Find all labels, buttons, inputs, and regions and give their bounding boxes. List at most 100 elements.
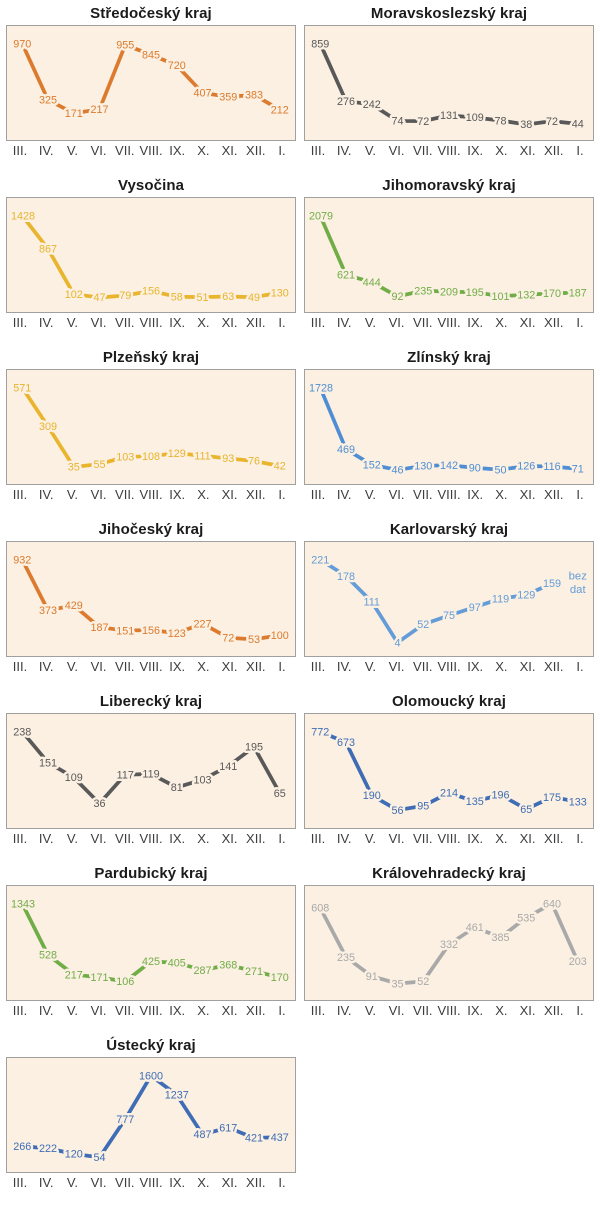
data-label: 74 <box>391 116 403 128</box>
chart-kralovehradecky-kraj: Královehradecký kraj 608 235 91 35 52 332 461 38… <box>304 863 594 1020</box>
data-label: 175 <box>543 792 561 804</box>
x-axis-label: I. <box>278 315 286 330</box>
x-axis-label: XI. <box>519 831 536 846</box>
x-axis-label: III. <box>310 831 326 846</box>
data-label: 131 <box>440 110 458 122</box>
x-axis-label: VIII. <box>437 831 461 846</box>
data-label: 1428 <box>11 210 35 222</box>
data-label: 222 <box>39 1143 57 1155</box>
data-label: 1600 <box>139 1070 163 1082</box>
data-label: 309 <box>39 421 57 433</box>
data-label: 212 <box>271 104 289 116</box>
chart-jihomoravsky-kraj: Jihomoravský kraj 2079 621 444 92 235 209 195 10… <box>304 175 594 332</box>
x-axis: III. IV. V. VI. VII. VIII. IX. X. XI. XII. I. <box>6 1003 296 1020</box>
data-label: 461 <box>466 922 484 934</box>
data-label: 405 <box>168 957 186 969</box>
x-axis-label: I. <box>576 487 584 502</box>
data-label: 421 <box>245 1133 263 1145</box>
x-axis-label: XI. <box>221 1003 238 1018</box>
plot-area: 1428 867 102 47 79 156 58 51 63 49 130 <box>6 197 296 313</box>
data-label: 720 <box>168 60 186 72</box>
data-label: 195 <box>245 742 263 754</box>
data-label: 535 <box>517 912 535 924</box>
x-axis-label: VIII. <box>139 315 163 330</box>
x-axis-label: X. <box>197 143 210 158</box>
data-label: 235 <box>337 952 355 964</box>
x-axis-label: IV. <box>38 143 54 158</box>
plot-area: 608 235 91 35 52 332 461 385 535 640 203 <box>304 885 594 1001</box>
x-axis-label: VI. <box>388 487 405 502</box>
chart-olomoucky-kraj: Olomoucký kraj 772 673 190 56 95 214 135 196 65 17… <box>304 691 594 848</box>
data-label: 36 <box>93 798 105 810</box>
data-label: 56 <box>391 805 403 817</box>
x-axis-label: VII. <box>413 143 433 158</box>
x-axis-label: I. <box>576 1003 584 1018</box>
x-axis-label: X. <box>197 487 210 502</box>
plot-area: 1728 469 152 46 130 142 90 50 126 116 71 <box>304 369 594 485</box>
x-axis-label: X. <box>495 659 508 674</box>
data-line <box>318 214 578 299</box>
x-axis-label: IX. <box>467 659 484 674</box>
data-label: 101 <box>491 291 509 303</box>
x-axis-label: V. <box>66 487 78 502</box>
x-axis-label: IV. <box>38 1175 54 1190</box>
data-label: 63 <box>222 291 234 303</box>
x-axis-label: XII. <box>246 487 266 502</box>
data-line <box>318 386 578 472</box>
data-label: 227 <box>193 618 211 630</box>
chart-liberecky-kraj: Liberecký kraj 238 151 109 36 117 119 81 103 141 1… <box>6 691 296 848</box>
x-axis-label: VIII. <box>139 1175 163 1190</box>
x-axis: III. IV. V. VI. VII. VIII. IX. X. XI. XII. I. <box>304 659 594 676</box>
x-axis-label: IX. <box>169 1003 186 1018</box>
x-axis-label: V. <box>364 1003 376 1018</box>
data-label: 130 <box>414 461 432 473</box>
x-axis-label: IX. <box>467 1003 484 1018</box>
chart-jihocesky-kraj: Jihočeský kraj 932 373 429 187 151 156 123 227 72… <box>6 519 296 676</box>
x-axis-label: III. <box>12 487 28 502</box>
data-label: 38 <box>520 119 532 131</box>
data-label: 970 <box>13 38 31 50</box>
data-label: 571 <box>13 382 31 394</box>
x-axis-label: IV. <box>38 315 54 330</box>
data-label: 35 <box>391 978 403 990</box>
x-axis-label: V. <box>66 143 78 158</box>
x-axis-label: X. <box>197 1175 210 1190</box>
data-label: 79 <box>119 290 131 302</box>
data-label: 777 <box>116 1114 134 1126</box>
data-label: 429 <box>65 600 83 612</box>
x-axis-label: VIII. <box>437 143 461 158</box>
data-label: 190 <box>363 790 381 802</box>
x-axis-label: IV. <box>336 143 352 158</box>
plot-area: 238 151 109 36 117 119 81 103 141 195 65 <box>6 713 296 829</box>
data-label: 53 <box>248 634 260 646</box>
x-axis-label: XII. <box>544 659 564 674</box>
x-axis-label: X. <box>197 659 210 674</box>
x-axis-label: VIII. <box>437 1003 461 1018</box>
x-axis-label: V. <box>364 143 376 158</box>
data-label: 287 <box>193 965 211 977</box>
x-axis-label: VI. <box>90 143 107 158</box>
x-axis-label: XII. <box>544 831 564 846</box>
data-label: 469 <box>337 444 355 456</box>
data-label: 117 <box>117 769 134 781</box>
chart-title: Liberecký kraj <box>99 693 203 710</box>
data-label: 51 <box>196 292 208 304</box>
data-label: 109 <box>65 772 83 784</box>
data-label: 95 <box>417 801 429 813</box>
data-label: 111 <box>194 451 210 463</box>
data-label: 119 <box>492 593 509 605</box>
x-axis-label: V. <box>364 315 376 330</box>
x-axis-label: XII. <box>246 831 266 846</box>
x-axis-label: VII. <box>115 487 135 502</box>
x-axis: III. IV. V. VI. VII. VIII. IX. X. XI. XII. I. <box>304 143 594 160</box>
x-axis-label: VI. <box>388 143 405 158</box>
data-label: 217 <box>90 104 108 116</box>
data-label: 102 <box>65 289 83 301</box>
data-label: 221 <box>311 554 329 566</box>
chart-title: Karlovarský kraj <box>389 521 509 538</box>
data-label: 76 <box>248 456 260 468</box>
chart-moravskoslezsky-kraj: Moravskoslezský kraj 859 276 242 74 72 131 109 7… <box>304 3 594 160</box>
data-label: 35 <box>68 462 80 474</box>
data-line <box>318 901 580 986</box>
